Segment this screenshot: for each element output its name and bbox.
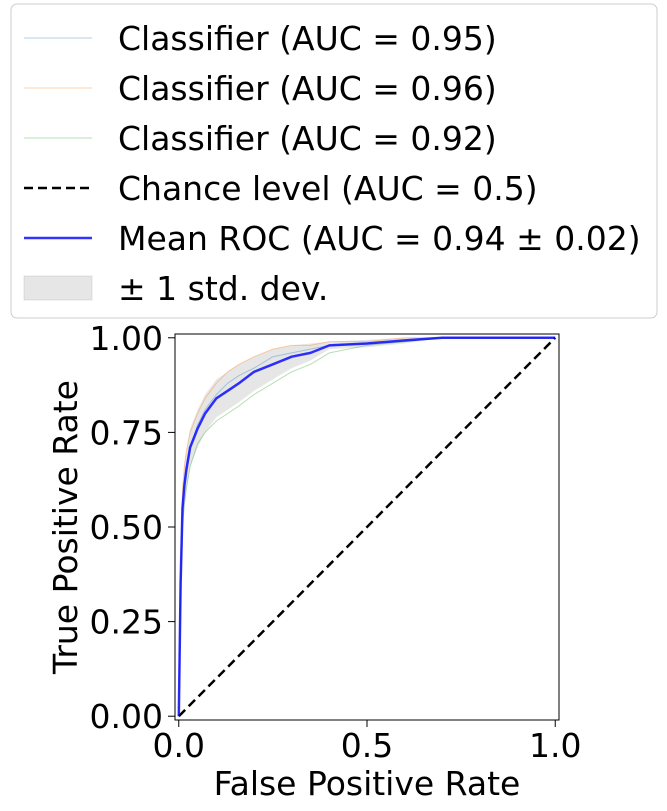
x-tick-label: 0.0 xyxy=(153,726,205,765)
legend-label: Mean ROC (AUC = 0.94 ± 0.02) xyxy=(118,219,641,258)
y-axis-label: True Positive Rate xyxy=(46,380,85,675)
legend-classifier-3: Classifier (AUC = 0.92) xyxy=(24,119,497,158)
legend-mean-roc: Mean ROC (AUC = 0.94 ± 0.02) xyxy=(24,219,641,258)
mean-roc-line xyxy=(177,336,556,717)
y-tick-label: 0.75 xyxy=(90,413,163,452)
legend-classifier-2: Classifier (AUC = 0.96) xyxy=(24,69,497,108)
legend-chance-level: Chance level (AUC = 0.5) xyxy=(24,169,538,208)
legend-label: Classifier (AUC = 0.96) xyxy=(118,69,497,108)
legend-label: Chance level (AUC = 0.5) xyxy=(118,169,538,208)
y-tick-label: 1.00 xyxy=(90,319,163,358)
classifier-2-line xyxy=(178,337,556,717)
chance-level-line xyxy=(177,336,557,718)
x-tick-label: 1.0 xyxy=(529,726,581,765)
y-tick-label: 0.25 xyxy=(90,603,163,642)
x-axis-label: False Positive Rate xyxy=(214,764,521,803)
x-tick-label: 0.5 xyxy=(341,726,393,765)
legend: Classifier (AUC = 0.95) Classifier (AUC =… xyxy=(10,3,658,319)
legend-classifier-1: Classifier (AUC = 0.95) xyxy=(24,19,497,58)
legend-frame xyxy=(10,3,658,319)
y-tick-label: 0.50 xyxy=(90,508,163,547)
legend-swatch xyxy=(23,275,93,301)
legend-label: Classifier (AUC = 0.95) xyxy=(118,19,497,58)
y-tick-label: 0.00 xyxy=(90,697,163,736)
legend-label: Classifier (AUC = 0.92) xyxy=(118,119,497,158)
legend-std-dev: ± 1 std. dev. xyxy=(23,269,328,308)
legend-label: ± 1 std. dev. xyxy=(118,269,328,308)
plot-area: 0.0 0.5 1.0 0.00 0.25 0.50 0.75 1.00 xyxy=(90,319,582,765)
